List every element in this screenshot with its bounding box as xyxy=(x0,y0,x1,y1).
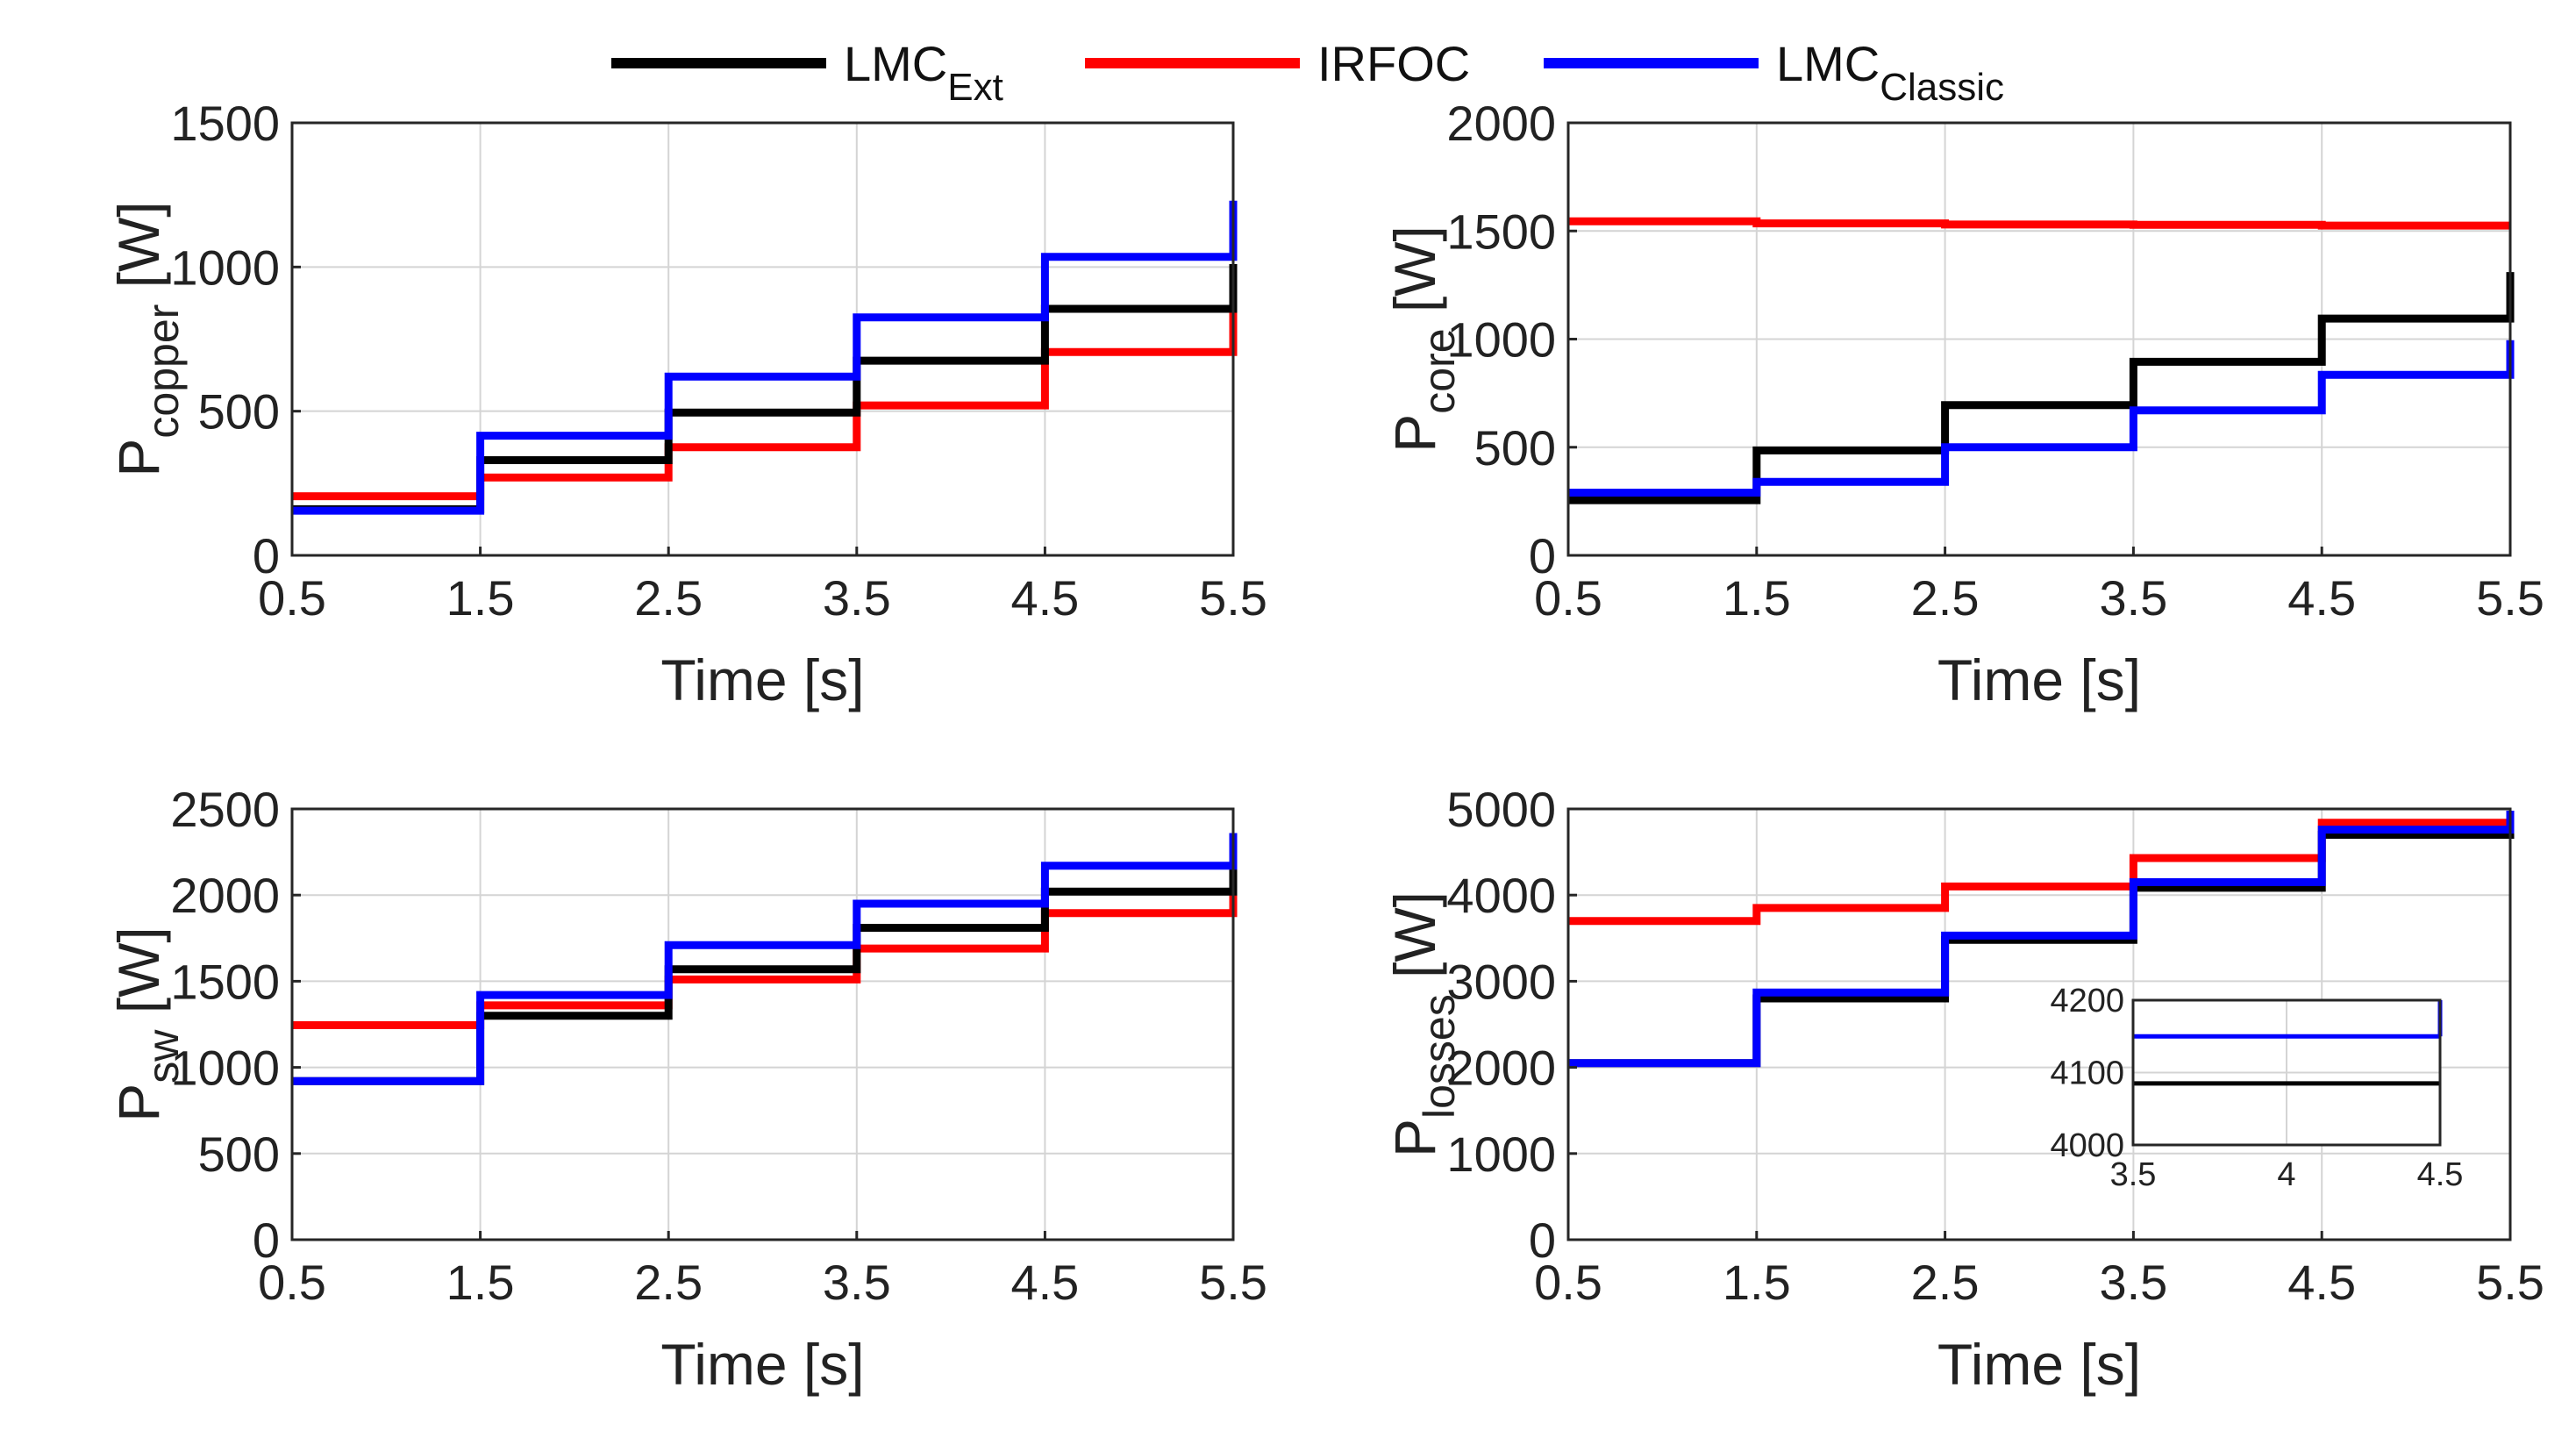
y-tick-label: 1500 xyxy=(170,954,280,1009)
x-tick-label: 5.5 xyxy=(2476,570,2544,626)
x-tick-label: 4.5 xyxy=(2287,1255,2356,1310)
x-tick-label: 0.5 xyxy=(258,1255,326,1310)
x-axis-label: Time [s] xyxy=(1937,1332,2141,1397)
series-line-lmc-classic xyxy=(292,833,1238,1085)
y-tick-label: 0 xyxy=(1529,528,1556,583)
y-tick-label: 1000 xyxy=(170,1041,280,1096)
legend-label-0: LMCExt xyxy=(844,36,1003,109)
y-tick-label: 0 xyxy=(253,528,280,583)
y-tick-label: 2000 xyxy=(1446,1041,1556,1096)
chart-panel-3: 0.5 1.5 2.5 3.5 4.5 5.5 0 1000 2000 3000 4000 5000 T… xyxy=(1382,782,2544,1397)
inset-x-tick-label: 4.5 xyxy=(2417,1156,2464,1193)
y-tick-label: 3000 xyxy=(1446,954,1556,1009)
chart-panel-0: 0.5 1.5 2.5 3.5 4.5 5.5 0 500 1000 1500 Time [s] Pc… xyxy=(106,96,1267,712)
x-tick-label: 0.5 xyxy=(1534,1255,1602,1310)
x-tick-label: 1.5 xyxy=(1723,570,1791,626)
series-line-irfoc xyxy=(292,874,1238,1029)
legend: LMCExt IRFOC LMCClassic xyxy=(611,36,2004,109)
y-axis-label: Psw [W] xyxy=(106,926,188,1121)
y-tick-label: 0 xyxy=(253,1213,280,1268)
legend-label-2: LMCClassic xyxy=(1776,36,2004,109)
inset-x-tick-label: 3.5 xyxy=(2110,1156,2157,1193)
x-tick-label: 2.5 xyxy=(634,570,703,626)
y-tick-label: 500 xyxy=(198,384,280,440)
x-tick-label: 4.5 xyxy=(2287,570,2356,626)
x-axis-label: Time [s] xyxy=(660,647,864,712)
y-tick-label: 5000 xyxy=(1446,782,1556,837)
x-tick-label: 2.5 xyxy=(634,1255,703,1310)
chart-panel-1: 0.5 1.5 2.5 3.5 4.5 5.5 0 500 1000 1500 2000 Time [… xyxy=(1382,96,2544,712)
x-tick-label: 1.5 xyxy=(446,1255,515,1310)
y-tick-label: 1000 xyxy=(170,240,280,295)
series-line-lmc-ext xyxy=(292,852,1238,1085)
x-tick-label: 5.5 xyxy=(1199,570,1267,626)
inset-axes-box xyxy=(2131,998,2442,1147)
series-line-lmc-classic xyxy=(292,200,1238,515)
series-line-irfoc xyxy=(1568,217,2510,230)
y-tick-label: 1000 xyxy=(1446,312,1556,368)
x-tick-label: 1.5 xyxy=(446,570,515,626)
series-line-lmc-ext xyxy=(1568,272,2515,504)
axes-box xyxy=(290,807,1235,1241)
x-tick-label: 4.5 xyxy=(1010,570,1079,626)
chart-panels: 0.5 1.5 2.5 3.5 4.5 5.5 0 500 1000 1500 Time [s] Pc… xyxy=(106,96,2544,1397)
y-tick-label: 4000 xyxy=(1446,868,1556,923)
x-tick-label: 5.5 xyxy=(2476,1255,2544,1310)
y-tick-label: 1000 xyxy=(1446,1127,1556,1182)
inset-plot: 3.5 4 4.5 4000 4100 4200 xyxy=(2050,983,2463,1193)
y-tick-label: 1500 xyxy=(170,96,280,151)
series-line-lmc-classic xyxy=(1568,340,2515,497)
x-tick-label: 2.5 xyxy=(1911,1255,1980,1310)
x-tick-label: 4.5 xyxy=(1010,1255,1079,1310)
y-tick-label: 500 xyxy=(1474,420,1556,476)
y-tick-label: 1500 xyxy=(1446,204,1556,259)
y-tick-label: 2500 xyxy=(170,782,280,837)
x-tick-label: 3.5 xyxy=(2099,1255,2167,1310)
x-tick-label: 3.5 xyxy=(823,1255,891,1310)
x-axis-label: Time [s] xyxy=(1937,647,2141,712)
inset-y-tick-label: 4100 xyxy=(2050,1055,2124,1092)
y-axis-label: Pcopper [W] xyxy=(106,201,188,476)
y-tick-label: 0 xyxy=(1529,1213,1556,1268)
x-tick-label: 5.5 xyxy=(1199,1255,1267,1310)
x-tick-label: 3.5 xyxy=(823,570,891,626)
x-tick-label: 0.5 xyxy=(258,570,326,626)
axes-box xyxy=(1566,807,2512,1241)
x-tick-label: 3.5 xyxy=(2099,570,2167,626)
series-line-lmc-ext xyxy=(292,264,1238,513)
y-axis-label: Plosses [W] xyxy=(1382,891,1464,1157)
x-tick-label: 2.5 xyxy=(1911,570,1980,626)
x-tick-label: 1.5 xyxy=(1723,1255,1791,1310)
y-tick-label: 2000 xyxy=(170,868,280,923)
series-line-lmc-classic xyxy=(1568,811,2515,1068)
chart-panel-2: 0.5 1.5 2.5 3.5 4.5 5.5 0 500 1000 1500 2000 2500 Ti… xyxy=(106,782,1267,1397)
axes-box xyxy=(290,121,1235,557)
x-axis-label: Time [s] xyxy=(660,1332,864,1397)
inset-y-tick-label: 4000 xyxy=(2050,1127,2124,1164)
inset-x-tick-label: 4 xyxy=(2277,1156,2295,1193)
series-line-irfoc xyxy=(292,287,1238,501)
x-tick-label: 0.5 xyxy=(1534,570,1602,626)
inset-y-tick-label: 4200 xyxy=(2050,983,2124,1019)
legend-label-1: IRFOC xyxy=(1317,36,1470,91)
y-tick-label: 2000 xyxy=(1446,96,1556,151)
y-axis-label: Pcore [W] xyxy=(1382,225,1464,453)
y-tick-label: 500 xyxy=(198,1127,280,1182)
